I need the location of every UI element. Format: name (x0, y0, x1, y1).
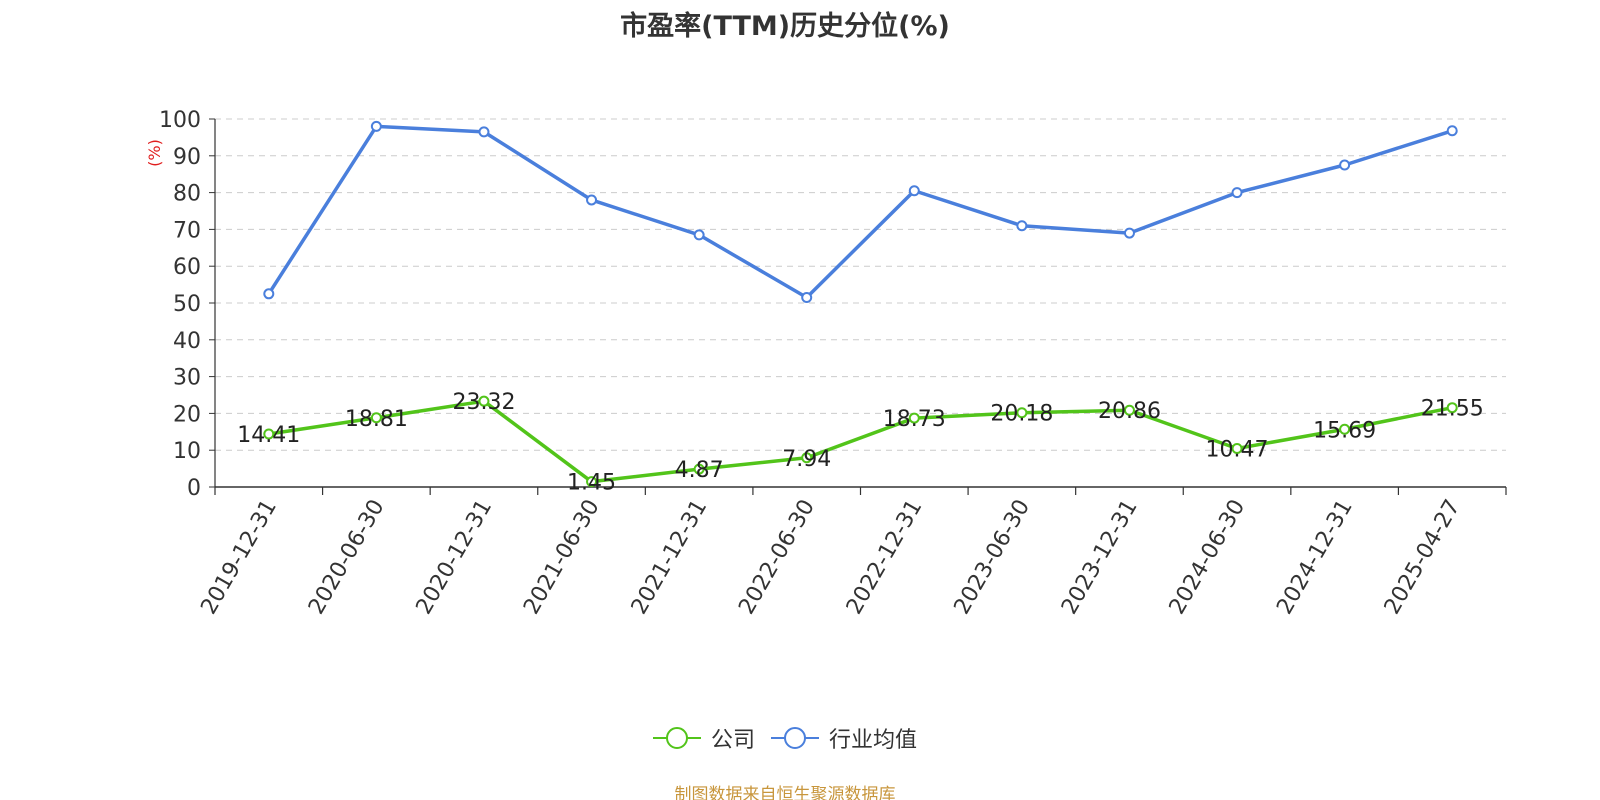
x-tick-label-2024-12-31: 2024-12-31 (1272, 496, 1358, 619)
legend-item-industry[interactable]: 行业均值 (771, 722, 917, 754)
y-tick-label-40: 40 (173, 329, 201, 354)
y-tick-label-100: 100 (159, 108, 201, 133)
axes: 0 10 20 30 40 50 60 70 80 90 100 (%) 2019-12-31 2020-… (145, 108, 1507, 619)
series-0-data-label-7: 20.18 (990, 402, 1053, 427)
y-tick-label-20: 20 (173, 402, 201, 427)
series-1-point-8 (1123, 227, 1135, 239)
series-0-data-label-2: 23.32 (452, 390, 515, 415)
series-1-point-2 (478, 126, 490, 138)
y-tick-label-10: 10 (173, 439, 201, 464)
x-tick-label-2021-12-31: 2021-12-31 (627, 496, 713, 619)
legend-industry-icon (771, 727, 819, 749)
x-tick-label-2022-12-31: 2022-12-31 (842, 496, 928, 619)
series-0-data-label-5: 7.94 (782, 447, 831, 472)
legend-industry-label: 行业均值 (829, 728, 918, 753)
legend-company-label: 公司 (710, 728, 755, 753)
y-tick-label-90: 90 (173, 145, 201, 170)
series-0-data-label-4: 4.87 (675, 458, 724, 483)
series-1-point-0 (263, 288, 275, 300)
series-0-point-0 (263, 428, 275, 440)
y-tick-label-0: 0 (187, 476, 201, 501)
legend: 公司 行业均值 (0, 722, 1570, 754)
series-0-data-label-1: 18.81 (345, 407, 408, 432)
grid-lines (215, 118, 1506, 451)
x-tick-label-2019-12-31: 2019-12-31 (196, 496, 282, 619)
series-0-point-7 (1016, 407, 1028, 419)
series-0-data-label-10: 15.69 (1313, 418, 1376, 443)
series-1-point-6 (908, 185, 920, 197)
series-1-point-5 (801, 291, 813, 303)
series-1-point-4 (693, 229, 705, 241)
y-tick-label-60: 60 (173, 255, 201, 280)
chart-title: 市盈率(TTM)历史分位(%) (620, 11, 950, 42)
series-0-data-label-6: 18.73 (883, 407, 946, 432)
series-0-point-11 (1446, 402, 1458, 414)
legend-item-company[interactable]: 公司 (652, 722, 755, 754)
series-0-point-1 (370, 412, 382, 424)
x-tick-label-2023-06-30: 2023-06-30 (949, 496, 1035, 619)
series-lines (263, 120, 1458, 488)
data-source-note: 制图数据来自恒生聚源数据库 (674, 785, 896, 800)
series-0-point-10 (1339, 423, 1351, 435)
series-1-point-9 (1231, 187, 1243, 199)
legend-company-icon (652, 727, 701, 749)
series-0-data-label-11: 21.55 (1421, 397, 1484, 422)
series-0-point-5 (801, 452, 813, 464)
line-chart: 0 10 20 30 40 50 60 70 80 90 100 (%) 2019-12-31 2020-… (145, 108, 1507, 619)
x-tick-label-2023-12-31: 2023-12-31 (1057, 496, 1143, 619)
series-0-point-8 (1123, 404, 1135, 416)
series-1-point-1 (370, 120, 382, 132)
series-0-point-3 (586, 476, 598, 488)
series-0-data-label-9: 10.47 (1206, 437, 1269, 462)
y-axis-unit-label: (%) (145, 139, 164, 167)
series-1-point-3 (586, 194, 598, 206)
series-0-point-4 (693, 463, 705, 475)
series-1-point-11 (1446, 125, 1458, 137)
x-tick-label-2022-06-30: 2022-06-30 (734, 496, 820, 619)
series-0-point-2 (478, 395, 490, 407)
y-tick-label-70: 70 (173, 218, 201, 243)
series-line-0 (268, 399, 1453, 484)
series-1-point-7 (1016, 220, 1028, 232)
x-tick-label-2024-06-30: 2024-06-30 (1165, 496, 1251, 619)
series-0-point-9 (1231, 442, 1243, 454)
y-tick-label-50: 50 (173, 292, 201, 317)
series-1-point-10 (1339, 159, 1351, 171)
x-tick-label-2025-04-27: 2025-04-27 (1380, 496, 1466, 619)
data-labels: 14.41 18.81 23.32 1.45 4.87 7.94 18.73 20.18 20.… (237, 390, 1483, 495)
series-0-data-label-3: 1.45 (567, 471, 616, 496)
y-tick-label-30: 30 (173, 366, 201, 391)
x-tick-label-2020-06-30: 2020-06-30 (304, 496, 390, 619)
series-0-point-6 (908, 412, 920, 424)
x-tick-label-2020-12-31: 2020-12-31 (412, 496, 498, 619)
x-tick-label-2021-06-30: 2021-06-30 (519, 496, 605, 619)
series-line-1 (267, 124, 1453, 300)
series-0-data-label-8: 20.86 (1098, 399, 1161, 424)
y-tick-label-80: 80 (173, 182, 201, 207)
series-0-data-label-0: 14.41 (237, 423, 300, 448)
